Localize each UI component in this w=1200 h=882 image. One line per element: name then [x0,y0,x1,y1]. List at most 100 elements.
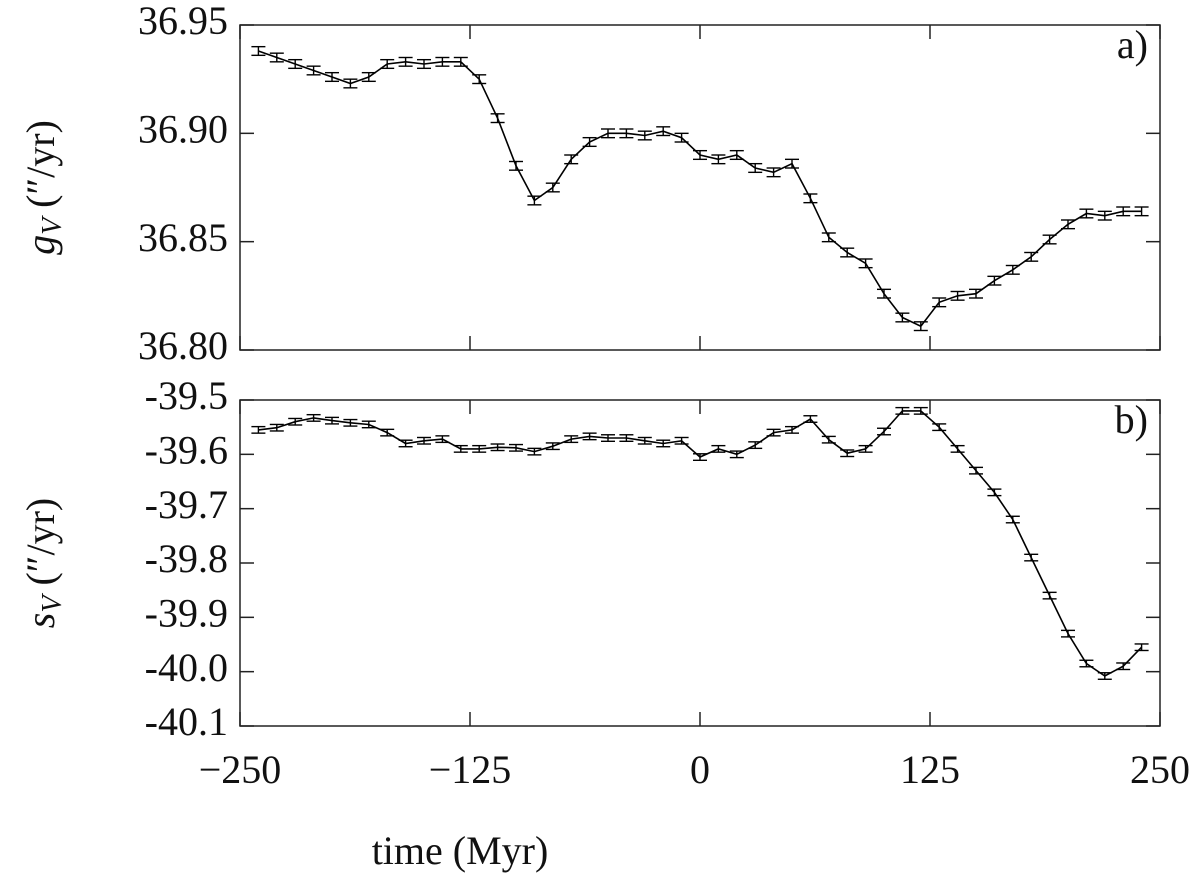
error-bar [969,466,983,475]
error-bar [895,312,910,323]
error-bar [674,132,689,143]
y-tick-label: -40.1 [145,699,228,744]
y-axis-subscript: V [37,593,68,613]
error-bar [877,288,891,299]
error-bar [711,154,726,165]
error-bar [785,158,799,169]
error-bar [748,162,763,174]
y-tick-label: 36.95 [138,0,228,43]
y-tick-label: -39.7 [145,482,228,527]
error-bar [453,444,468,453]
error-bar [251,45,266,57]
panel-label: b) [1115,397,1148,442]
y-tick-label: -39.6 [145,428,228,473]
error-bar [932,297,947,308]
error-bar [472,444,487,453]
data-line [258,50,1142,328]
error-bar [306,65,321,76]
error-bar [932,423,947,432]
y-tick-label: 36.80 [138,323,228,368]
error-bar [1005,515,1020,524]
error-bar [1079,659,1094,668]
error-bar [656,126,671,137]
error-bar [950,444,965,453]
x-tick-label: −250 [199,747,282,792]
error-bar [527,195,542,206]
y-tick-label: -39.8 [145,536,228,581]
error-bar [343,78,358,89]
error-bar [509,160,523,171]
error-bar [821,232,836,243]
error-bar [821,435,836,444]
error-bar [582,136,597,148]
error-bar [1097,210,1112,221]
error-bar [490,443,505,452]
error-bar [913,321,928,332]
x-axis-label: time (Myr) [372,828,549,873]
error-bar [1042,591,1057,600]
error-bar [398,439,413,448]
error-bar [288,417,303,426]
error-bar [1024,553,1039,562]
error-bar [288,58,303,70]
error-bar [1134,643,1149,652]
error-bar [325,416,339,425]
error-bar [582,432,597,441]
error-bar [380,428,395,437]
error-bar [637,130,652,141]
error-bar [840,247,855,258]
error-bar [895,406,910,415]
y-axis-label: sV (″/yr) [18,498,68,628]
error-bar [656,439,671,448]
error-bar [729,450,744,459]
error-bar [269,423,284,432]
error-bar [785,425,799,434]
error-bar [803,415,818,423]
y-tick-label: 36.85 [138,215,228,260]
x-tick-label: −125 [429,747,512,792]
error-bar [472,74,487,85]
panel-label: a) [1117,22,1148,67]
error-bar [1061,219,1075,230]
error-bar [987,275,1002,286]
y-axis-label: gV (″/yr) [18,120,68,255]
error-bar [858,258,873,269]
error-bar [251,425,266,434]
error-bar [1024,251,1039,262]
error-bar [601,434,615,442]
error-bar [1116,662,1131,671]
error-bar [306,413,321,422]
error-bar [490,113,505,124]
error-bar [564,435,579,444]
error-bar [380,58,395,70]
error-bar [766,167,781,178]
error-bar [1005,264,1020,275]
error-bar [453,56,468,67]
x-tick-label: 0 [690,747,710,792]
error-bar [729,149,744,161]
error-bar [748,441,763,450]
error-bar [361,420,376,429]
error-bar [619,434,634,442]
error-bar [1097,672,1112,680]
y-axis-symbol: s [18,613,63,629]
error-bar [545,442,560,451]
x-tick-label: 125 [900,747,960,792]
error-bar [913,406,928,415]
x-tick-label: 250 [1130,747,1190,792]
y-tick-label: -39.9 [145,591,228,636]
error-bar [509,443,523,452]
error-bar [969,288,983,299]
error-bar [601,128,615,139]
error-bar [417,58,431,70]
y-axis-unit: (″/yr) [18,120,63,208]
error-bar [564,154,579,165]
error-bar [269,52,284,63]
error-bar [693,453,707,462]
y-tick-label: -39.5 [145,373,228,418]
error-bar [527,447,542,456]
error-bar [877,427,891,436]
error-bar [950,290,965,301]
error-bar [840,449,855,458]
